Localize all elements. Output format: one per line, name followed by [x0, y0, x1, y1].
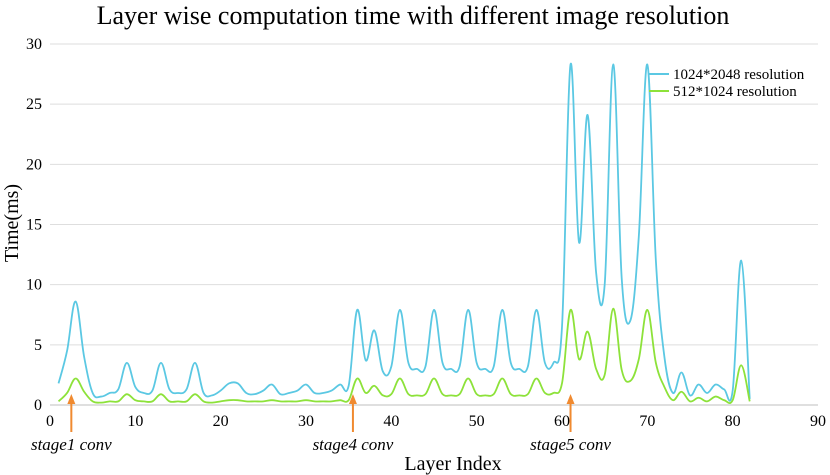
y-tick-label: 10 [26, 277, 42, 294]
annotation-label: stage5 conv [530, 435, 611, 454]
x-tick-label: 0 [46, 413, 54, 430]
legend-label: 512*1024 resolution [673, 84, 797, 100]
grid [50, 43, 818, 346]
x-tick-label: 10 [127, 413, 143, 430]
x-tick-label: 30 [298, 413, 314, 430]
series-line-2 [57, 307, 751, 405]
y-tick-label: 25 [26, 96, 42, 113]
x-tick-label: 70 [639, 413, 655, 430]
x-tick-label: 20 [213, 413, 229, 430]
y-tick-labels: 0 5 10 15 20 25 30 [26, 36, 42, 414]
x-tick-label: 40 [383, 413, 399, 430]
legend-label: 1024*2048 resolution [673, 67, 805, 83]
annotation-arrow-head [566, 394, 575, 404]
y-tick-label: 15 [26, 217, 42, 234]
x-tick-label: 50 [469, 413, 485, 430]
series-line-1 [57, 63, 751, 402]
y-axis-label: Time(ms) [1, 184, 23, 262]
annotation-arrow-head [348, 394, 357, 404]
y-tick-label: 30 [26, 36, 42, 53]
y-tick-label: 5 [34, 337, 42, 354]
chart-title: Layer wise computation time with differe… [97, 1, 730, 30]
annotation-arrow-head [67, 394, 76, 404]
x-tick-labels: 0 10 20 30 40 50 60 70 80 90 [46, 413, 826, 430]
x-axis-label: Layer Index [404, 453, 501, 475]
annotation-label: stage4 conv [313, 435, 394, 454]
y-tick-label: 0 [34, 397, 42, 414]
x-tick-label: 80 [725, 413, 741, 430]
y-tick-label: 20 [26, 156, 42, 173]
annotation-label: stage1 conv [31, 435, 112, 454]
x-tick-label: 60 [554, 413, 570, 430]
x-tick-label: 90 [810, 413, 826, 430]
annotations: stage1 conv stage4 conv stage5 conv [31, 394, 611, 454]
series-lines [57, 63, 751, 405]
